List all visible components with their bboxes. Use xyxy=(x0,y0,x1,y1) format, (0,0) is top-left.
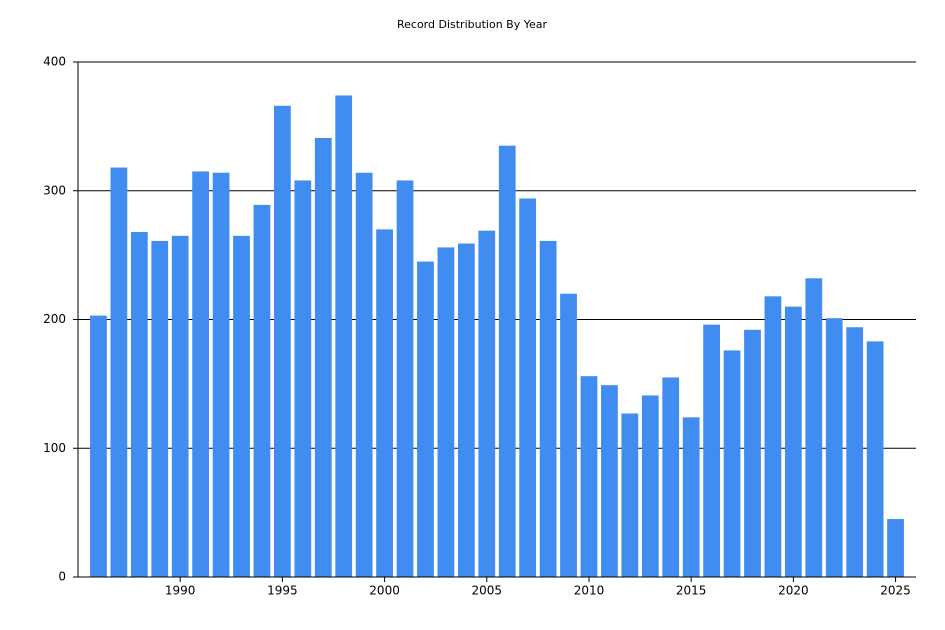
bar xyxy=(560,293,577,577)
bar xyxy=(784,306,802,577)
bar xyxy=(764,296,782,577)
bar xyxy=(417,261,434,577)
bar xyxy=(601,385,618,577)
bar xyxy=(437,247,455,577)
bar xyxy=(335,95,353,577)
bar xyxy=(130,231,148,577)
bar xyxy=(151,240,169,577)
y-tick-label: 0 xyxy=(58,570,66,584)
chart-title: Record Distribution By Year xyxy=(397,18,547,31)
x-tick-label: 2015 xyxy=(676,584,707,598)
bar xyxy=(662,377,680,577)
y-tick-label: 100 xyxy=(43,441,66,455)
bar xyxy=(498,145,516,577)
bar xyxy=(110,167,128,577)
bar xyxy=(376,229,393,577)
bar xyxy=(580,376,598,577)
y-tick-label: 400 xyxy=(43,55,66,69)
bar xyxy=(846,327,864,577)
y-tick-label: 200 xyxy=(43,312,66,326)
bar xyxy=(274,105,291,578)
bar xyxy=(682,417,700,577)
bar xyxy=(866,341,884,577)
bar xyxy=(294,180,312,577)
x-tick-label: 2005 xyxy=(472,584,503,598)
bar xyxy=(703,324,720,577)
bar xyxy=(457,243,475,577)
bar xyxy=(314,137,332,577)
x-tick-label: 2000 xyxy=(369,584,400,598)
bar xyxy=(355,172,373,577)
bar xyxy=(539,240,557,577)
bar xyxy=(519,198,537,577)
bar xyxy=(744,329,761,577)
bar xyxy=(641,395,659,577)
bar xyxy=(478,230,496,577)
bar xyxy=(805,278,823,577)
bar xyxy=(192,171,210,577)
bar xyxy=(90,315,107,577)
bar xyxy=(253,204,271,577)
bar xyxy=(887,519,904,577)
bar xyxy=(396,180,414,577)
bar xyxy=(233,235,250,577)
bar xyxy=(621,413,639,577)
x-tick-label: 1995 xyxy=(267,584,298,598)
x-tick-label: 2020 xyxy=(778,584,809,598)
bar xyxy=(212,172,230,577)
bar xyxy=(171,235,189,577)
bar xyxy=(723,350,741,577)
bar xyxy=(825,318,843,577)
x-tick-label: 2010 xyxy=(574,584,605,598)
y-tick-label: 300 xyxy=(43,183,66,197)
x-tick-label: 1990 xyxy=(165,584,196,598)
x-tick-label: 2025 xyxy=(880,584,911,598)
